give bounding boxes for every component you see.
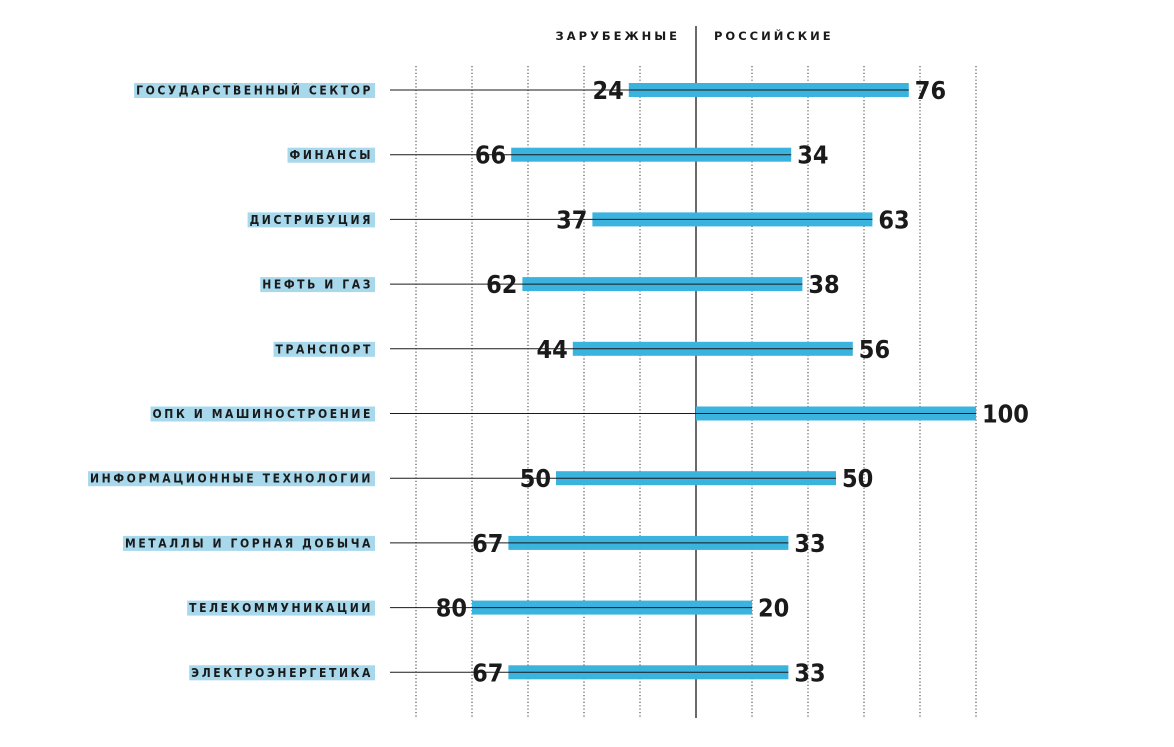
category-label: ФИНАНСЫ	[290, 148, 373, 162]
value-label-right: 63	[878, 205, 909, 234]
category-label: НЕФТЬ И ГАЗ	[262, 278, 373, 292]
category-label-highlight	[187, 600, 375, 616]
left-header: ЗАРУБЕЖНЫЕ	[556, 29, 680, 43]
category-label-highlight	[134, 83, 375, 98]
category-label: ИНФОРМАЦИОННЫЕ ТЕХНОЛОГИИ	[90, 472, 373, 486]
value-label-right: 38	[808, 270, 839, 299]
value-label-right: 33	[794, 529, 825, 558]
category-label-highlight	[260, 277, 375, 293]
category-label-highlight	[287, 147, 375, 163]
value-label-left: 66	[475, 141, 506, 170]
value-label-right: 33	[794, 658, 825, 687]
value-label-left: 80	[436, 594, 467, 623]
value-label-right: 20	[758, 594, 789, 623]
value-label-left: 50	[520, 464, 551, 493]
value-label-left: 44	[536, 335, 567, 364]
value-label-left: 67	[472, 529, 503, 558]
value-label-right: 34	[797, 141, 828, 170]
category-label: ГОСУДАРСТВЕННЫЙ СЕКТОР	[136, 83, 373, 98]
category-label: ТРАНСПОРТ	[276, 342, 373, 356]
category-label-highlight	[273, 341, 375, 357]
category-label: ЭЛЕКТРОЭНЕРГЕТИКА	[191, 666, 373, 680]
category-label-highlight	[122, 535, 375, 551]
value-label-left: 37	[556, 205, 587, 234]
value-label-left: 62	[486, 270, 517, 299]
category-label-highlight	[150, 406, 375, 422]
category-label-highlight	[247, 212, 375, 228]
value-label-right: 76	[915, 76, 946, 105]
right-header: РОССИЙСКИЕ	[714, 28, 834, 43]
category-label-highlight	[88, 471, 375, 487]
value-label-left: 67	[472, 658, 503, 687]
value-label-right: 56	[859, 335, 890, 364]
category-label: ДИСТРИБУЦИЯ	[250, 213, 373, 227]
bar-layer	[390, 83, 976, 680]
category-label: ОПК И МАШИНОСТРОЕНИЕ	[153, 407, 373, 421]
value-label-right: 50	[842, 464, 873, 493]
label-layer: ГОСУДАРСТВЕННЫЙ СЕКТОР 24 76 ФИНАНСЫ 66 34 ДИС…	[88, 76, 1029, 687]
value-label-right: 100	[982, 400, 1029, 429]
category-label: МЕТАЛЛЫ И ГОРНАЯ ДОБЫЧА	[125, 536, 373, 550]
category-label-highlight	[189, 665, 375, 681]
category-label: ТЕЛЕКОММУНИКАЦИИ	[189, 601, 373, 615]
value-label-left: 24	[592, 76, 623, 105]
